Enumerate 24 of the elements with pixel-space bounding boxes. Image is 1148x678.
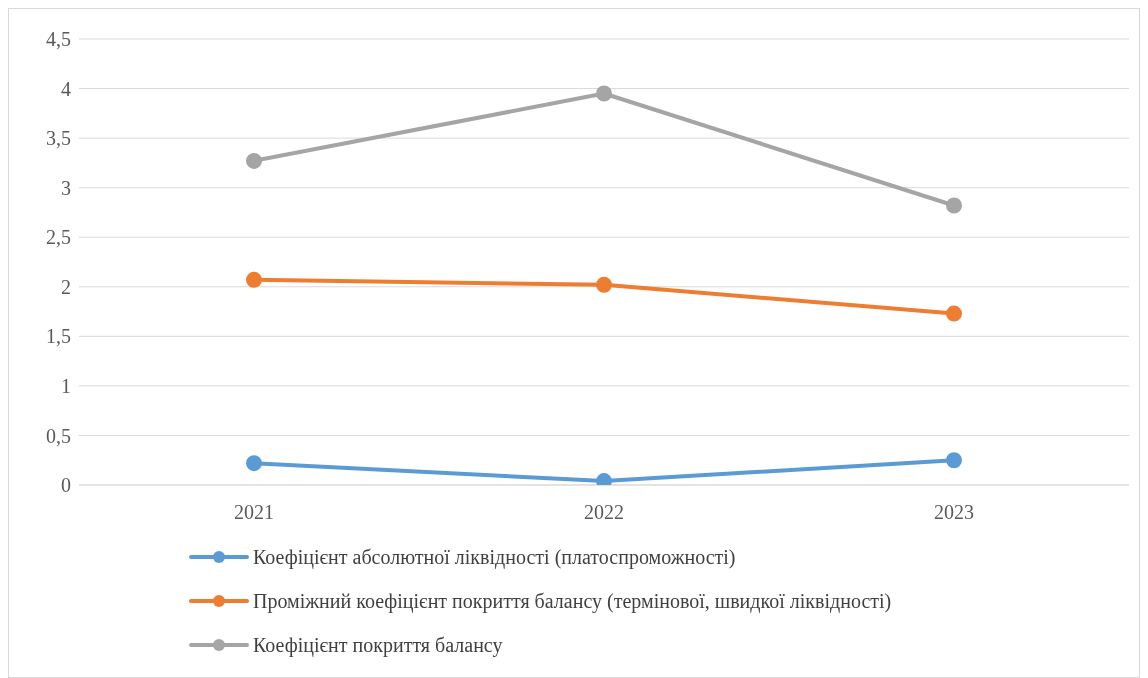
x-tick-label: 2021 [234, 501, 274, 524]
y-tick-label: 0 [61, 474, 71, 497]
y-tick-label: 4 [61, 77, 71, 100]
y-tick-label: 2 [61, 275, 71, 298]
y-tick-label: 1 [61, 374, 71, 397]
legend-label: Проміжний коефіцієнт покриття балансу (термінової, швидкої ліквідності) [253, 589, 892, 613]
y-tick-label: 2,5 [46, 226, 71, 249]
x-tick-label: 2022 [584, 501, 624, 524]
point [596, 276, 612, 293]
point [946, 305, 962, 322]
y-tick-label: 4,5 [46, 28, 71, 51]
x-tick-label: 2023 [934, 501, 974, 524]
point [246, 271, 262, 288]
y-tick-label: 0,5 [46, 424, 71, 447]
legend-label: Коефіцієнт абсолютної ліквідності (платоспроможності) [253, 545, 736, 569]
legend-label: Коефіцієнт покриття балансу [253, 633, 503, 657]
y-tick-label: 1,5 [46, 325, 71, 348]
point [596, 85, 612, 102]
point [246, 455, 262, 472]
point [946, 452, 962, 469]
y-tick-label: 3,5 [46, 127, 71, 150]
point [246, 152, 262, 169]
y-tick-label: 3 [61, 176, 71, 199]
point [946, 197, 962, 214]
